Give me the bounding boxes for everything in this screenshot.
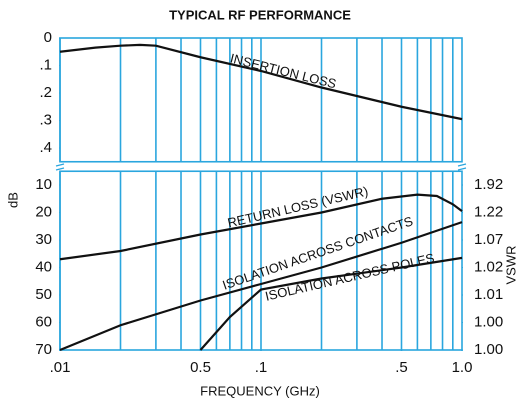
axis-break [55,163,65,167]
y-tick-label: 20 [35,203,52,220]
x-tick-label: 1.0 [452,359,473,376]
series-line [59,43,463,121]
x-tick-label: .5 [395,359,408,376]
y2-tick-label: 1.92 [474,176,503,193]
y-tick-label: 60 [35,313,52,330]
axis-break [55,167,65,171]
chart-title: TYPICAL RF PERFORMANCE [169,7,351,22]
y-tick-label: 30 [35,231,52,248]
plot-frame [59,37,463,163]
axis-break [457,167,467,171]
axis-break [457,163,467,167]
axis-break [56,164,64,169]
series-line [59,193,463,261]
y-tick-label: 40 [35,258,52,275]
y-tick-label: .1 [39,56,52,73]
series-line [59,221,463,352]
plot-frame [59,170,463,351]
series-line [199,256,463,351]
x-tick-label: .1 [255,359,268,376]
x-tick-label: .01 [50,359,71,376]
y-tick-label: 70 [35,341,52,358]
y2-tick-label: 1.00 [474,313,503,330]
y2-axis-label: VSWR [503,246,518,285]
y2-tick-label: 1.02 [474,258,503,275]
y2-tick-label: 1.01 [474,286,503,303]
x-axis-label: FREQUENCY (GHz) [200,383,320,398]
y-tick-label: .3 [39,111,52,128]
x-tick-label: 0.5 [190,359,211,376]
axis-break [458,164,466,169]
y2-tick-label: 1.07 [474,231,503,248]
y-tick-label: 10 [35,176,52,193]
y-tick-label: 50 [35,286,52,303]
y2-tick-label: 1.00 [474,341,503,358]
y-tick-label: .2 [39,84,52,101]
y2-tick-label: 1.22 [474,203,503,220]
y-tick-label: .4 [39,139,52,156]
y-tick-label: 0 [44,29,52,46]
y-axis-label: dB [5,192,20,208]
